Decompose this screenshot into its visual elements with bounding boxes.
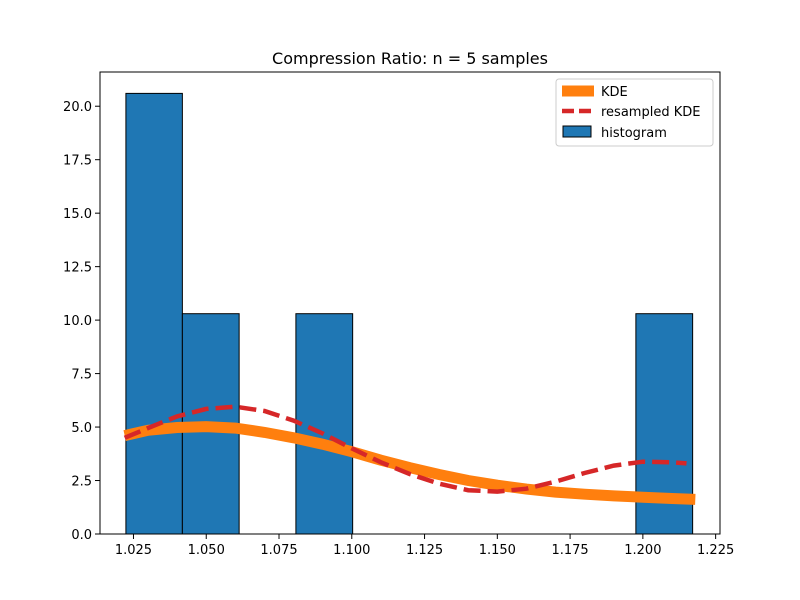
- x-tick-label: 1.225: [697, 543, 734, 558]
- x-tick-label: 1.025: [115, 543, 152, 558]
- y-axis: 0.0 2.5 5.0 7.5 10.0 12.5 15.0 17.5 20.0: [63, 100, 100, 543]
- x-tick-label: 1.100: [333, 543, 370, 558]
- y-tick-label: 10.0: [63, 314, 92, 329]
- plot-frame: [99, 71, 721, 535]
- y-tick-label: 17.5: [63, 154, 92, 169]
- y-tick-label: 5.0: [71, 421, 92, 436]
- x-tick-label: 1.050: [188, 543, 225, 558]
- y-tick-label: 2.5: [71, 475, 92, 490]
- x-tick-label: 1.075: [260, 543, 297, 558]
- x-tick-label: 1.175: [551, 543, 588, 558]
- x-tick-label: 1.150: [479, 543, 516, 558]
- kde-lines: [123, 404, 696, 505]
- x-tick-label: 1.200: [624, 543, 661, 558]
- resampled-kde-line: [123, 404, 687, 494]
- legend-label: histogram: [601, 126, 667, 141]
- y-tick-label: 20.0: [63, 100, 92, 115]
- y-tick-label: 7.5: [71, 368, 92, 383]
- kde-line: [123, 421, 696, 505]
- legend: KDE resampled KDE histogram: [555, 78, 714, 147]
- legend-box: [555, 78, 714, 147]
- x-tick-label: 1.125: [406, 543, 443, 558]
- y-tick-label: 12.5: [63, 261, 92, 276]
- histogram-bar-0: [125, 92, 183, 535]
- legend-label: resampled KDE: [601, 105, 700, 120]
- chart-title: Compression Ratio: n = 5 samples: [272, 49, 548, 68]
- legend-label: KDE: [601, 85, 628, 100]
- x-axis: 1.025 1.050 1.075 1.100 1.125 1.150 1.175 1.200…: [115, 534, 734, 558]
- histogram-bar-2: [295, 313, 354, 535]
- legend-histogram-swatch: [562, 125, 592, 138]
- y-tick-label: 15.0: [63, 207, 92, 222]
- y-tick-label: 0.0: [71, 528, 92, 543]
